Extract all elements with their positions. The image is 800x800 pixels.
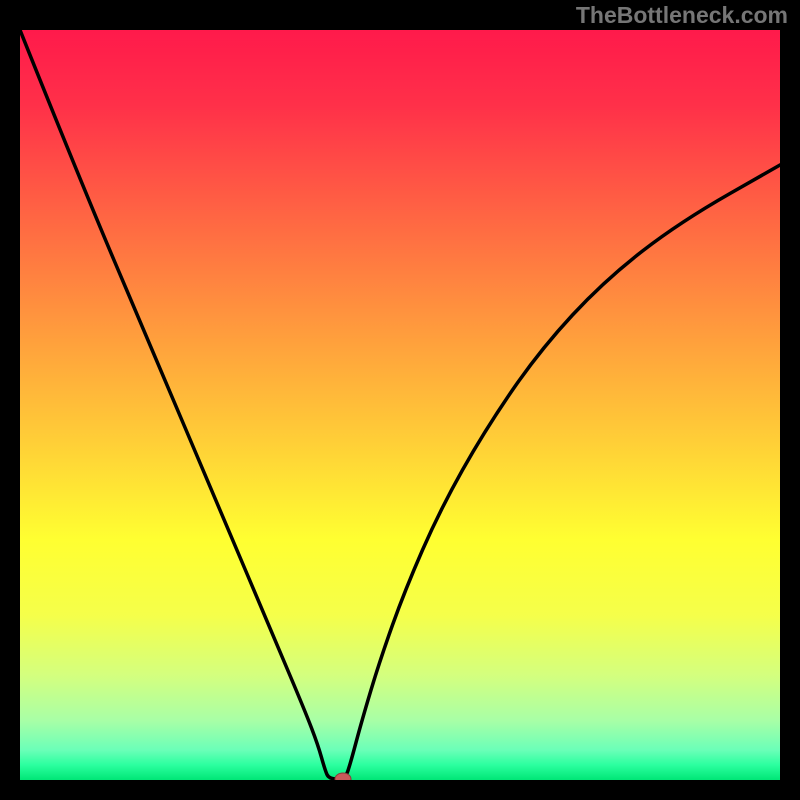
- curve-path: [20, 30, 780, 779]
- watermark-text: TheBottleneck.com: [576, 2, 788, 29]
- plot-area: [20, 30, 780, 780]
- minimum-marker: [335, 773, 351, 780]
- bottleneck-curve: [20, 30, 780, 780]
